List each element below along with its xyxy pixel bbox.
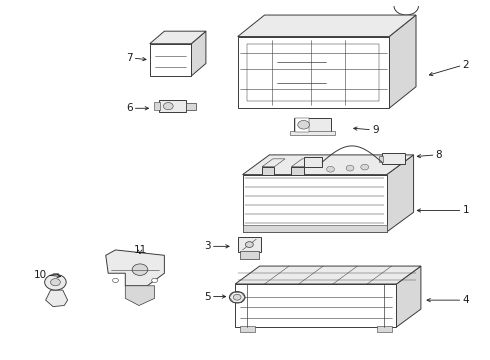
Bar xyxy=(290,131,335,135)
Circle shape xyxy=(163,103,173,110)
Bar xyxy=(243,175,387,232)
Circle shape xyxy=(152,278,158,283)
Circle shape xyxy=(45,274,66,290)
Bar xyxy=(382,153,405,164)
Text: 6: 6 xyxy=(126,103,133,113)
Circle shape xyxy=(298,121,310,129)
Text: 10: 10 xyxy=(34,270,47,280)
Polygon shape xyxy=(238,15,416,37)
Polygon shape xyxy=(396,266,421,327)
Text: 8: 8 xyxy=(436,150,442,160)
Polygon shape xyxy=(235,266,421,284)
Circle shape xyxy=(361,164,368,170)
Bar xyxy=(159,100,186,112)
Polygon shape xyxy=(292,159,315,167)
Bar xyxy=(238,237,261,252)
Bar xyxy=(150,44,191,76)
Bar xyxy=(186,103,196,110)
Polygon shape xyxy=(389,15,416,108)
Circle shape xyxy=(245,242,253,247)
Polygon shape xyxy=(46,290,68,307)
Text: 5: 5 xyxy=(204,292,211,302)
Bar xyxy=(240,251,259,259)
Circle shape xyxy=(327,166,334,172)
Bar xyxy=(240,326,255,332)
Circle shape xyxy=(50,279,60,286)
Circle shape xyxy=(233,294,241,300)
Polygon shape xyxy=(387,155,414,232)
Bar xyxy=(238,37,389,108)
Text: 2: 2 xyxy=(463,60,469,70)
Polygon shape xyxy=(191,31,206,76)
Circle shape xyxy=(113,278,119,283)
Circle shape xyxy=(346,165,354,171)
Polygon shape xyxy=(262,159,285,167)
Polygon shape xyxy=(150,31,206,44)
Text: 4: 4 xyxy=(463,295,469,305)
Bar xyxy=(235,284,396,327)
Text: 3: 3 xyxy=(204,241,211,251)
Text: 9: 9 xyxy=(372,125,379,135)
Text: 11: 11 xyxy=(133,245,147,255)
Polygon shape xyxy=(243,155,414,175)
Bar xyxy=(154,102,160,110)
Bar xyxy=(262,167,274,175)
Polygon shape xyxy=(106,250,164,286)
Text: 7: 7 xyxy=(126,53,133,63)
Bar xyxy=(379,156,383,162)
Bar xyxy=(247,44,379,101)
Bar xyxy=(304,157,322,167)
Circle shape xyxy=(229,292,245,303)
Text: 1: 1 xyxy=(463,206,469,216)
Circle shape xyxy=(132,264,148,275)
Bar xyxy=(53,273,58,276)
Bar xyxy=(294,118,331,132)
Bar xyxy=(243,225,387,232)
Bar xyxy=(295,118,310,132)
Bar xyxy=(292,167,304,175)
Polygon shape xyxy=(125,286,155,306)
Bar xyxy=(377,326,392,332)
